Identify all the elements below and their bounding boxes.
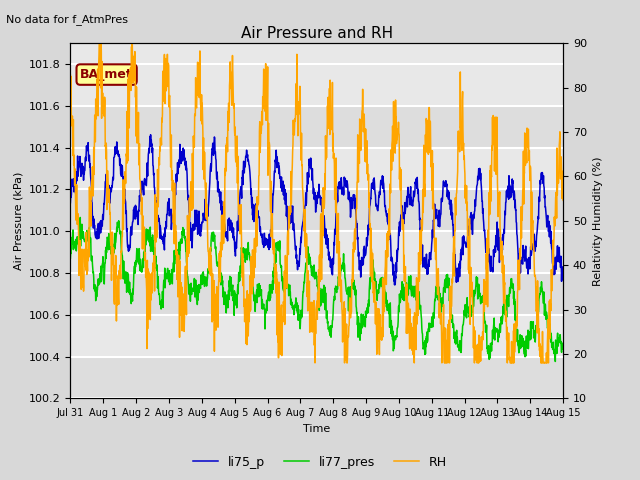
RH: [105, 186, 113, 192]
li77_pres: [125, 287, 132, 292]
li77_pres: [552, 359, 559, 364]
RH: [348, 309, 355, 315]
Bar: [70, 273, 563, 315]
li75_p: [276, 175, 284, 181]
li77_pres: [348, 286, 355, 291]
Line: RH: RH: [70, 39, 563, 363]
Line: li77_pres: li77_pres: [70, 217, 563, 361]
li75_p: [348, 194, 355, 200]
li77_pres: [105, 231, 113, 237]
li77_pres: [286, 290, 294, 296]
li75_p: [105, 182, 113, 188]
Text: No data for f_AtmPres: No data for f_AtmPres: [6, 14, 129, 25]
li75_p: [559, 267, 567, 273]
li77_pres: [276, 238, 284, 244]
RH: [67, 72, 74, 78]
RH: [295, 102, 303, 108]
Bar: [70, 190, 563, 231]
li75_p: [125, 248, 132, 254]
RH: [276, 340, 284, 346]
Bar: [70, 357, 563, 398]
li75_p: [147, 132, 154, 138]
Legend: li75_p, li77_pres, RH: li75_p, li77_pres, RH: [188, 451, 452, 474]
li77_pres: [295, 317, 303, 323]
RH: [286, 211, 294, 217]
li77_pres: [76, 215, 84, 220]
RH: [311, 360, 319, 366]
Y-axis label: Air Pressure (kPa): Air Pressure (kPa): [13, 172, 24, 270]
X-axis label: Time: Time: [303, 424, 330, 433]
li77_pres: [67, 255, 74, 261]
li75_p: [286, 212, 294, 217]
li75_p: [390, 282, 398, 288]
Line: li75_p: li75_p: [70, 135, 563, 285]
Text: BA_met: BA_met: [80, 68, 133, 81]
li75_p: [295, 264, 303, 269]
RH: [95, 36, 103, 42]
li75_p: [67, 200, 74, 205]
li77_pres: [559, 341, 567, 347]
Title: Air Pressure and RH: Air Pressure and RH: [241, 25, 393, 41]
RH: [559, 197, 567, 203]
Bar: [70, 106, 563, 148]
RH: [125, 72, 132, 78]
Y-axis label: Relativity Humidity (%): Relativity Humidity (%): [593, 156, 603, 286]
